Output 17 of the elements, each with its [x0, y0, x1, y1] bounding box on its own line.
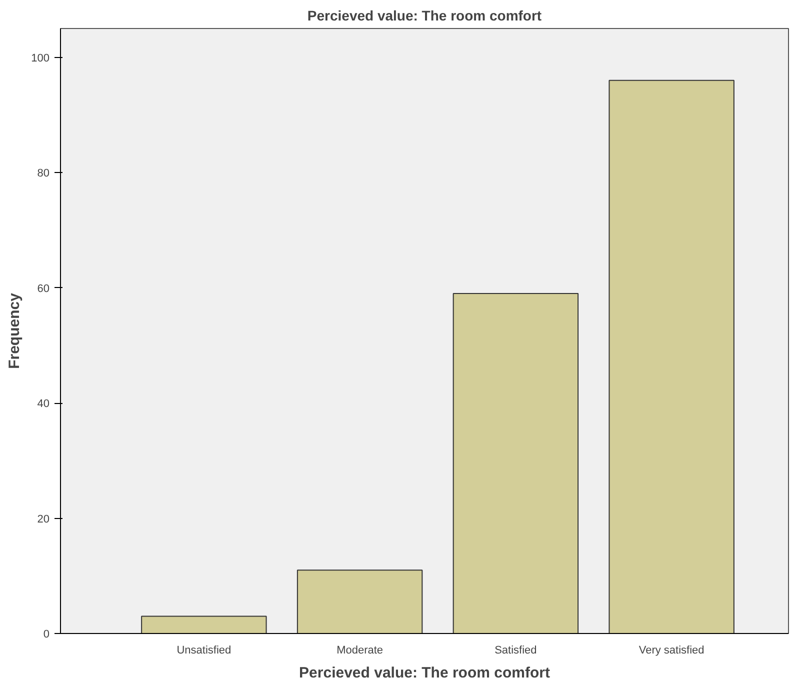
y-tick-label: 0: [43, 628, 50, 640]
bar: [141, 616, 267, 634]
bar: [452, 293, 579, 634]
y-tick-label: 40: [37, 398, 50, 410]
x-axis-title: Percieved value: The room comfort: [299, 664, 550, 682]
y-tick-label: 100: [31, 52, 50, 64]
x-tick-label: Moderate: [336, 644, 384, 656]
y-tick-label: 20: [37, 513, 50, 526]
chart-title: Percieved value: The room comfort: [307, 8, 542, 24]
bar: [296, 570, 423, 634]
y-tick-label: 80: [37, 168, 50, 180]
x-tick-label: Satisfied: [494, 644, 537, 656]
bar: [608, 80, 734, 634]
x-tick-label: Unsatisfied: [176, 644, 232, 656]
x-tick-label: Very satisfied: [638, 644, 704, 656]
y-tick-label: 60: [37, 282, 50, 295]
y-axis-title: Frequency: [6, 292, 24, 369]
